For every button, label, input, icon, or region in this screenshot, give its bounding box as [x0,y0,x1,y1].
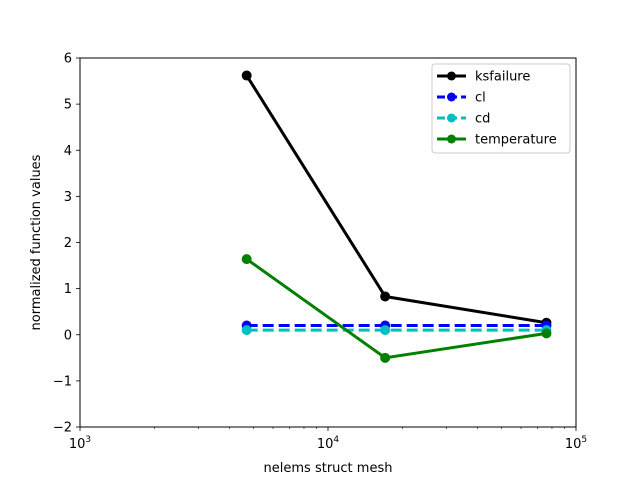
legend-swatch-marker [447,113,456,123]
legend-label: cl [475,91,486,106]
data-point [241,70,252,81]
legend-item-cl: cl [437,91,486,106]
x-axis-label: nelems struct mesh [264,461,393,476]
y-tick-label: −2 [53,421,72,436]
data-point [380,291,391,302]
legend-label: temperature [475,133,557,148]
data-point [241,325,252,336]
y-tick-label: 5 [64,98,72,113]
data-point [380,325,391,336]
y-tick-label: 3 [64,190,72,205]
series-temperature [241,254,552,363]
legend-swatch-marker [447,92,456,102]
legend-item-ksfailure: ksfailure [437,70,530,85]
y-tick-label: 6 [64,52,72,67]
y-tick-label: −1 [53,374,72,389]
y-tick-label: 4 [64,144,72,159]
x-axis-ticks: 103 104 105 [69,427,587,452]
legend-label: ksfailure [475,70,530,85]
legend-box [431,63,571,154]
legend: ksfailure cl cd temperature [431,63,571,154]
legend-item-temperature: temperature [437,133,557,148]
y-axis-ticks: −2 −1 0 1 2 3 4 5 6 [53,52,80,436]
legend-swatch-marker [447,134,456,144]
plot-frame [79,57,577,428]
x-tick-label: 105 [565,435,587,452]
legend-item-cd: cd [437,112,490,127]
y-tick-label: 1 [64,282,72,297]
y-tick-label: 0 [64,328,72,343]
x-tick-label: 104 [317,435,340,452]
y-axis-label: normalized function values [29,154,44,330]
y-tick-label: 2 [64,236,72,251]
legend-swatch-marker [447,71,456,81]
series-layer [241,70,552,363]
data-point [541,328,552,339]
data-point [241,254,252,265]
x-tick-label: 103 [69,435,91,452]
legend-label: cd [475,112,490,127]
data-point [380,352,391,363]
